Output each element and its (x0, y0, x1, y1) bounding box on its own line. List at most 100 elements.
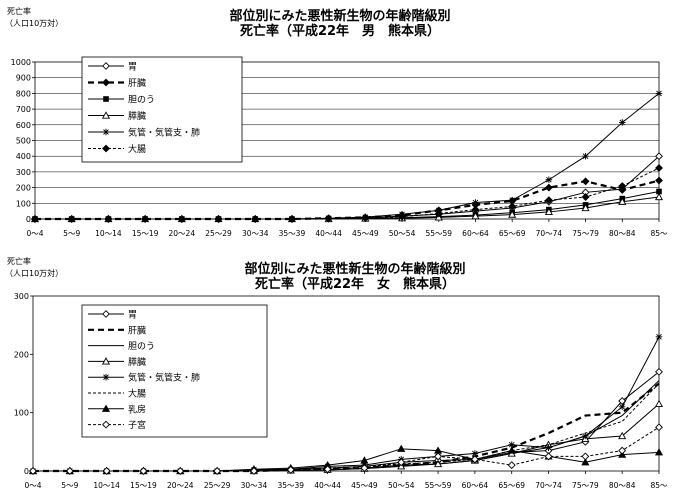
x-tick-label: 15～19 (130, 481, 157, 490)
y-tick-label: 200 (14, 350, 29, 359)
legend-marker (101, 404, 111, 412)
legend-item: 乳房 (128, 403, 146, 415)
x-tick-label: 80～84 (609, 229, 636, 238)
series-line (35, 179, 660, 221)
data-point (654, 448, 664, 456)
data-point (508, 210, 517, 218)
x-tick-label: 15～19 (132, 229, 159, 238)
data-point (655, 152, 663, 161)
x-tick-label: 40～44 (314, 481, 341, 490)
data-point (654, 399, 664, 408)
x-tick-label: 65～69 (499, 229, 526, 238)
legend-marker (102, 420, 110, 429)
x-tick-label: 55～59 (425, 481, 452, 490)
y-tick-label: 400 (16, 152, 31, 161)
data-point (544, 207, 553, 216)
data-point (655, 423, 663, 432)
data-point (508, 196, 516, 204)
x-tick-label: 60～64 (462, 229, 489, 238)
data-point (656, 188, 662, 195)
data-point (581, 177, 590, 186)
y-tick-label: 100 (14, 409, 29, 418)
data-point (251, 215, 260, 223)
data-point (544, 183, 553, 192)
x-tick-label: 0～4 (26, 229, 43, 238)
data-point (324, 214, 333, 223)
data-point (397, 444, 406, 452)
y-tick-label: 300 (14, 292, 29, 301)
legend-item: 胃 (128, 62, 137, 73)
legend-item: 膵臓 (128, 357, 146, 368)
chart-subtitle: 死亡率（平成22年 女 熊本県） (255, 276, 455, 292)
data-point (177, 215, 186, 223)
x-tick-label: 20～24 (167, 481, 194, 490)
x-tick-label: 85～ (650, 481, 668, 490)
data-point (29, 467, 37, 475)
data-point (618, 431, 627, 440)
x-tick-label: 65～69 (498, 481, 525, 490)
x-tick-label: 10～14 (95, 229, 122, 238)
x-tick-label: 0～4 (24, 481, 41, 490)
series-line (35, 196, 660, 220)
data-point (433, 459, 443, 468)
x-tick-label: 75～79 (572, 229, 599, 238)
y-axis-unit: （人口10万対） (5, 268, 63, 278)
chart-subtitle: 死亡率（平成22年 男 熊本県） (240, 23, 440, 39)
legend-marker (102, 373, 110, 381)
legend-box (81, 56, 243, 163)
data-point (360, 464, 369, 473)
series-line (35, 93, 660, 220)
series-line (35, 191, 660, 220)
legend-marker (102, 78, 110, 87)
data-point (618, 403, 626, 411)
data-point (654, 192, 664, 201)
chart-title: 部位別にみた悪性新生物の年齢階級別 (244, 261, 465, 277)
x-tick-label: 45～49 (351, 481, 378, 490)
data-point (471, 211, 480, 220)
data-point (288, 215, 296, 223)
legend-box (81, 304, 268, 438)
data-point (618, 446, 627, 455)
x-tick-label: 20～24 (169, 229, 196, 238)
data-point (581, 452, 590, 461)
legend-marker (102, 128, 110, 136)
y-axis-unit: （人口10万対） (5, 18, 63, 28)
legend-item: 大腸 (128, 388, 146, 400)
legend-item: 胆のう (128, 95, 155, 106)
data-point (582, 152, 589, 160)
x-tick-label: 80～84 (609, 481, 636, 490)
y-tick-label: 600 (16, 121, 31, 130)
legend-item: 胃 (128, 310, 137, 321)
chart-title: 部位別にみた悪性新生物の年齢階級別 (229, 8, 450, 24)
data-point (139, 467, 148, 475)
y-tick-label: 1000 (11, 58, 31, 67)
data-point (323, 465, 332, 474)
data-point (655, 90, 663, 97)
x-tick-label: 35～39 (277, 481, 304, 490)
x-tick-label: 75～79 (572, 481, 599, 490)
x-tick-label: 50～54 (389, 229, 416, 238)
data-point (471, 450, 479, 457)
y-axis-label: 死亡率 (7, 6, 31, 16)
data-point (434, 209, 443, 218)
data-point (545, 444, 552, 451)
series-1 (31, 176, 663, 223)
data-point (507, 446, 516, 454)
x-tick-label: 85～ (650, 229, 668, 238)
data-point (31, 215, 39, 223)
y-tick-label: 0 (26, 215, 31, 224)
series-line (33, 448, 660, 472)
data-point (581, 458, 590, 466)
data-point (508, 202, 517, 211)
x-tick-label: 45～49 (352, 229, 379, 238)
legend-marker (102, 310, 110, 318)
data-point (434, 452, 442, 461)
legend-marker (101, 357, 111, 365)
x-tick-label: 5～9 (61, 481, 78, 490)
data-point (102, 467, 111, 475)
x-tick-label: 60～64 (462, 481, 489, 490)
legend-item: 気管・気管支・肺 (128, 127, 200, 139)
data-point (655, 333, 663, 341)
